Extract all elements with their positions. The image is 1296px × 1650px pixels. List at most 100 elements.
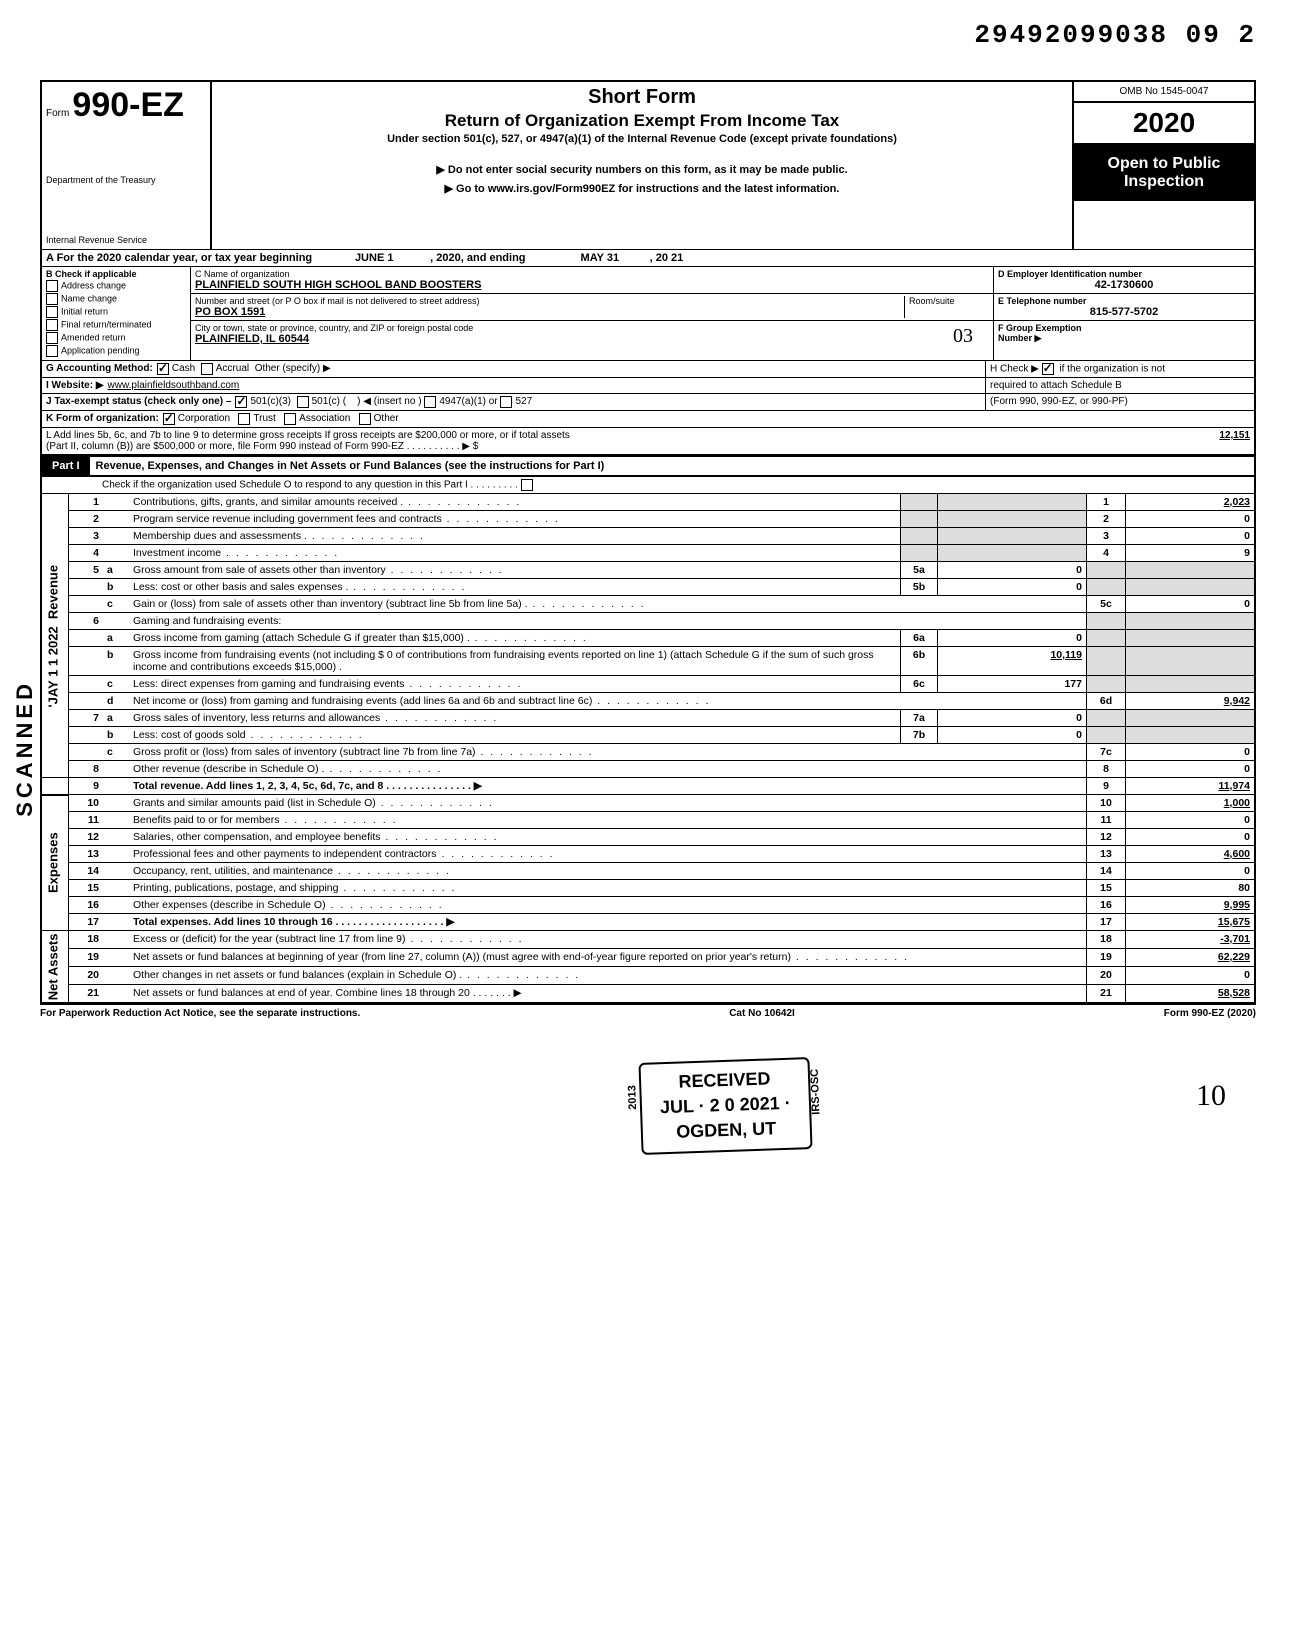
ln11-lbl: 11 (1087, 812, 1126, 829)
addr-cell: Number and street (or P O box if mail is… (191, 294, 993, 321)
chk-cash[interactable] (157, 363, 169, 375)
ln6b-num: b (103, 647, 129, 676)
part1-title: Revenue, Expenses, and Changes in Net As… (90, 457, 1254, 475)
h-line3: (Form 990, 990-EZ, or 990-PF) (985, 394, 1254, 410)
city-lbl: City or town, state or province, country… (195, 323, 989, 333)
chk-501c3[interactable] (235, 396, 247, 408)
ln5a-desc: Gross amount from sale of assets other t… (129, 562, 901, 579)
chk-assoc[interactable] (284, 413, 296, 425)
chk-accrual[interactable] (201, 363, 213, 375)
row-i: I Website: ▶ www.plainfieldsouthband.com… (40, 378, 1256, 394)
row-a-mid: , 2020, and ending (430, 252, 525, 264)
chk-527[interactable] (500, 396, 512, 408)
chk-corp[interactable] (163, 413, 175, 425)
ln18-num: 18 (69, 931, 104, 949)
side-revenue: 'JAY 1 1 2022 Revenue (41, 494, 69, 778)
ln17-num: 17 (69, 914, 104, 931)
stamp-side1: 2013 (625, 1085, 641, 1110)
chk-other[interactable] (359, 413, 371, 425)
part1-checkbox[interactable] (521, 479, 533, 491)
ln12-desc: Salaries, other compensation, and employ… (129, 829, 1087, 846)
chk-4947[interactable] (424, 396, 436, 408)
ln14-amt: 0 (1126, 863, 1256, 880)
ln16-desc: Other expenses (describe in Schedule O) (129, 897, 1087, 914)
chk-h[interactable] (1042, 363, 1054, 375)
ln16-num: 16 (69, 897, 104, 914)
chk-final[interactable]: Final return/terminated (46, 319, 186, 331)
ln2-desc: Program service revenue including govern… (129, 511, 901, 528)
j-501c3: 501(c)(3) (250, 396, 291, 408)
ln1-lbl: 1 (1087, 494, 1126, 511)
chk-address[interactable]: Address change (46, 280, 186, 292)
chk-pending[interactable]: Application pending (46, 345, 186, 357)
row-l: L Add lines 5b, 6c, and 7b to line 9 to … (40, 428, 1256, 456)
g-cash: Cash (172, 363, 195, 375)
side-date: 'JAY 1 1 2022 (46, 626, 61, 707)
dept-treasury: Department of the Treasury (46, 175, 206, 185)
ln1-num: 1 (69, 494, 104, 511)
ln5c-desc: Gain or (loss) from sale of assets other… (129, 596, 1087, 613)
ln9-lbl: 9 (1087, 778, 1126, 795)
scanned-stamp: SCANNED (12, 680, 38, 817)
row-j: J Tax-exempt status (check only one) – 5… (40, 394, 1256, 411)
ln8-lbl: 8 (1087, 761, 1126, 778)
g-accrual: Accrual (216, 363, 249, 375)
ln5b-desc: Less: cost or other basis and sales expe… (129, 579, 901, 596)
stamp-l3: OGDEN, UT (660, 1116, 792, 1146)
side-expenses: Expenses (41, 795, 69, 931)
chk-trust[interactable] (238, 413, 250, 425)
chk-initial[interactable]: Initial return (46, 306, 186, 318)
k-assoc: Association (299, 413, 350, 425)
title-short-form: Short Form (218, 86, 1066, 109)
website: www.plainfieldsouthband.com (108, 380, 240, 391)
chk-501c[interactable] (297, 396, 309, 408)
ln5a-mid: 0 (938, 562, 1087, 579)
ln13-lbl: 13 (1087, 846, 1126, 863)
ln13-num: 13 (69, 846, 104, 863)
tax-year: 2020 (1074, 103, 1254, 145)
g-label: G Accounting Method: (46, 363, 153, 375)
ln10-amt: 1,000 (1126, 795, 1256, 812)
form-number: 990-EZ (72, 86, 184, 124)
chk-initial-lbl: Initial return (61, 306, 108, 316)
ln6a-num: a (103, 630, 129, 647)
right-block: OMB No 1545-0047 2020 Open to Public Ins… (1074, 82, 1254, 249)
k-corp: Corporation (178, 413, 230, 425)
chk-name[interactable]: Name change (46, 293, 186, 305)
j-527: 527 (515, 396, 532, 408)
ln19-amt: 62,229 (1126, 948, 1256, 966)
ln16-amt: 9,995 (1126, 897, 1256, 914)
ln2-amt: 0 (1126, 511, 1256, 528)
addr: PO BOX 1591 (195, 306, 904, 318)
grp-lbl2: Number ▶ (998, 333, 1250, 344)
form-prefix: Form (46, 108, 69, 119)
col-d: D Employer Identification number 42-1730… (994, 267, 1254, 360)
col-c: C Name of organization PLAINFIELD SOUTH … (191, 267, 994, 360)
ln8-num: 8 (69, 761, 104, 778)
ln10-num: 10 (69, 795, 104, 812)
ln14-num: 14 (69, 863, 104, 880)
ln8-amt: 0 (1126, 761, 1256, 778)
org-name-cell: C Name of organization PLAINFIELD SOUTH … (191, 267, 993, 294)
k-other: Other (374, 413, 399, 425)
info-grid: B Check if applicable Address change Nam… (40, 267, 1256, 361)
city-cell: City or town, state or province, country… (191, 321, 993, 347)
ln7a-mid: 0 (938, 710, 1087, 727)
tel: 815-577-5702 (998, 306, 1250, 318)
title-return: Return of Organization Exempt From Incom… (218, 111, 1066, 131)
open-public: Open to Public Inspection (1074, 145, 1254, 201)
ein-cell: D Employer Identification number 42-1730… (994, 267, 1254, 294)
year-prefix: 20 (1133, 107, 1164, 138)
chk-amended[interactable]: Amended return (46, 332, 186, 344)
l-text2: (Part II, column (B)) are $500,000 or mo… (46, 441, 570, 452)
year-bold: 20 (1164, 107, 1195, 138)
side-netassets: Net Assets (41, 931, 69, 1003)
row-a-end: MAY 31 (581, 252, 620, 264)
ln6a-mid: 0 (938, 630, 1087, 647)
room-lbl: Room/suite (909, 296, 989, 306)
ln15-desc: Printing, publications, postage, and shi… (129, 880, 1087, 897)
form-header: Form 990-EZ Department of the Treasury I… (40, 80, 1256, 249)
l-text1: L Add lines 5b, 6c, and 7b to line 9 to … (46, 430, 570, 441)
i-label: I Website: ▶ (46, 380, 104, 391)
footer-right: Form 990-EZ (2020) (1164, 1008, 1256, 1019)
